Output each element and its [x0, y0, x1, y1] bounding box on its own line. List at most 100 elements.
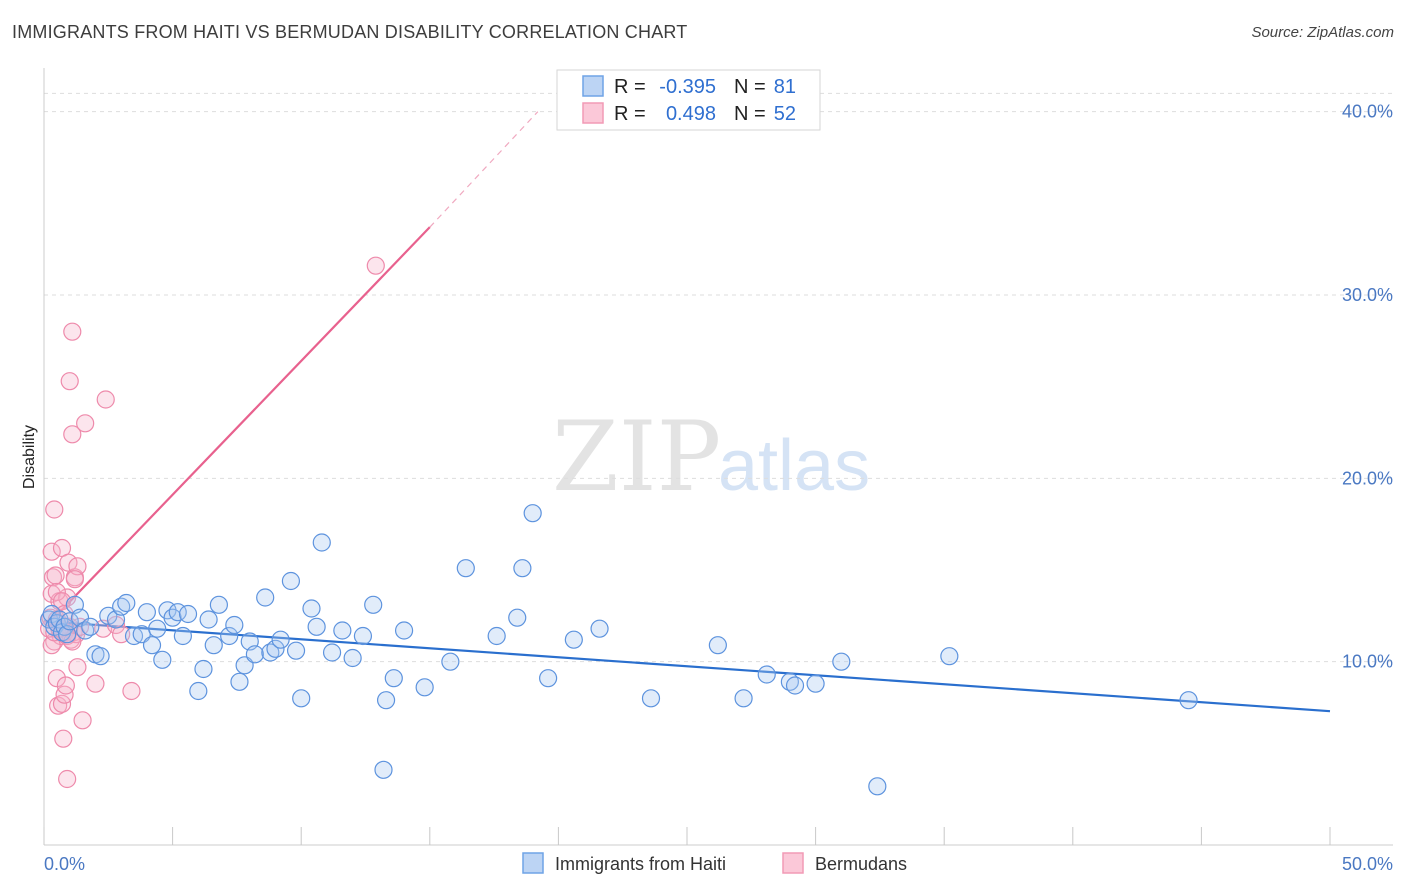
bermudans-point-26 — [63, 425, 82, 444]
bottom-legend-swatch-pink — [782, 852, 804, 874]
legend-n-value-pink: 52 — [774, 103, 796, 125]
bermudans-point-24 — [60, 372, 79, 391]
trend-line-haiti — [43, 620, 1331, 713]
haiti-point-37 — [230, 672, 249, 691]
y-tick-label-30: 30.0% — [1342, 285, 1393, 305]
haiti-point-64 — [513, 559, 532, 578]
grid-lines: 10.0% 20.0% 30.0% 40.0% — [44, 92, 1393, 672]
bottom-legend-swatch-blue — [522, 852, 544, 874]
haiti-point-47 — [292, 689, 311, 708]
haiti-point-12 — [81, 617, 100, 636]
watermark-atlas: atlas — [718, 426, 870, 506]
watermark-zip: ZIP — [552, 401, 721, 513]
haiti-point-43 — [266, 639, 285, 658]
haiti-point-71 — [734, 689, 753, 708]
haiti-point-69 — [641, 689, 661, 708]
bermudans-point-37 — [96, 390, 115, 409]
haiti-point-36 — [225, 615, 244, 635]
legend-r-label-blue: R = — [614, 76, 646, 98]
haiti-point-65 — [523, 504, 542, 523]
legend-swatch-pink — [582, 102, 604, 124]
haiti-point-44 — [271, 630, 290, 649]
bermudans-point-6 — [45, 500, 64, 519]
chart-title: IMMIGRANTS FROM HAITI VS BERMUDAN DISABI… — [12, 22, 688, 42]
haiti-point-26 — [163, 608, 182, 627]
haiti-point-68 — [590, 619, 609, 638]
x-tick-label-min: 0.0% — [44, 854, 85, 874]
haiti-point-72 — [757, 665, 776, 684]
legend-n-value-blue: 81 — [774, 76, 796, 98]
haiti-point-80 — [376, 691, 396, 710]
haiti-point-62 — [487, 626, 506, 646]
haiti-point-56 — [374, 760, 393, 779]
haiti-point-52 — [333, 621, 352, 640]
legend-r-value-blue: -0.395 — [659, 76, 716, 98]
haiti-point-31 — [194, 659, 213, 679]
haiti-point-6 — [55, 617, 74, 636]
haiti-point-75 — [806, 674, 825, 693]
haiti-point-23 — [148, 619, 167, 638]
y-axis-title: Disability — [21, 425, 38, 489]
bermudans-point-7 — [46, 566, 65, 585]
haiti-point-28 — [173, 626, 192, 646]
legend-r-label-pink: R = — [614, 103, 646, 125]
haiti-point-67 — [564, 630, 583, 649]
bermudans-point-50 — [65, 570, 84, 589]
haiti-point-14 — [91, 647, 110, 666]
bermudans-point-19 — [56, 676, 75, 695]
bottom-legend-label-bermudans: Bermudans — [815, 854, 907, 874]
trend-line-bermudans-extension — [429, 111, 539, 228]
haiti-point-58 — [394, 621, 414, 640]
bermudans-point-38 — [106, 615, 126, 635]
correlation-legend: R = -0.395 N = 81 R = 0.498 N = 52 — [556, 69, 821, 131]
haiti-points — [40, 504, 1198, 796]
y-tick-label-10: 10.0% — [1342, 652, 1393, 672]
haiti-point-50 — [312, 533, 331, 552]
bermudans-point-34 — [76, 414, 95, 433]
haiti-point-77 — [868, 777, 887, 796]
haiti-point-32 — [199, 610, 218, 629]
haiti-point-29 — [178, 604, 198, 624]
haiti-point-63 — [508, 608, 527, 627]
haiti-point-60 — [441, 652, 460, 671]
bermudans-point-27 — [63, 322, 82, 341]
haiti-point-21 — [137, 603, 156, 622]
bermudans-point-16 — [54, 729, 73, 748]
bermudans-point-41 — [366, 256, 385, 275]
haiti-point-30 — [189, 681, 208, 701]
source-credit: Source: ZipAtlas.com — [1251, 24, 1394, 41]
bermudans-point-51 — [68, 658, 87, 677]
haiti-point-35 — [220, 626, 239, 646]
haiti-point-45 — [281, 571, 301, 591]
series-legend: Immigrants from Haiti Bermudans — [522, 852, 907, 874]
haiti-point-48 — [302, 599, 321, 618]
bermudans-point-35 — [86, 674, 105, 693]
haiti-point-54 — [353, 626, 373, 646]
haiti-point-33 — [204, 636, 223, 655]
trend-line-bermudans — [48, 226, 431, 624]
haiti-point-59 — [415, 678, 434, 697]
bermudans-points — [40, 256, 385, 789]
haiti-point-46 — [286, 641, 306, 660]
x-tick-label-max: 50.0% — [1342, 854, 1393, 874]
haiti-point-41 — [256, 588, 275, 607]
y-tick-label-20: 20.0% — [1342, 468, 1393, 488]
haiti-point-76 — [832, 652, 851, 671]
haiti-point-49 — [307, 617, 326, 636]
haiti-point-24 — [153, 650, 172, 669]
haiti-point-34 — [209, 595, 228, 614]
y-tick-label-40: 40.0% — [1342, 102, 1393, 122]
haiti-point-66 — [539, 669, 558, 688]
bermudans-point-20 — [58, 769, 77, 789]
haiti-point-74 — [785, 676, 805, 695]
bermudans-point-33 — [73, 711, 92, 730]
legend-n-label-blue: N = — [734, 76, 766, 98]
legend-r-value-pink: 0.498 — [666, 103, 716, 125]
haiti-point-51 — [322, 643, 342, 662]
haiti-point-53 — [343, 648, 362, 668]
legend-n-label-pink: N = — [734, 103, 766, 125]
bottom-legend-label-haiti: Immigrants from Haiti — [555, 854, 726, 874]
haiti-point-79 — [1179, 691, 1198, 710]
haiti-point-8 — [60, 612, 79, 631]
